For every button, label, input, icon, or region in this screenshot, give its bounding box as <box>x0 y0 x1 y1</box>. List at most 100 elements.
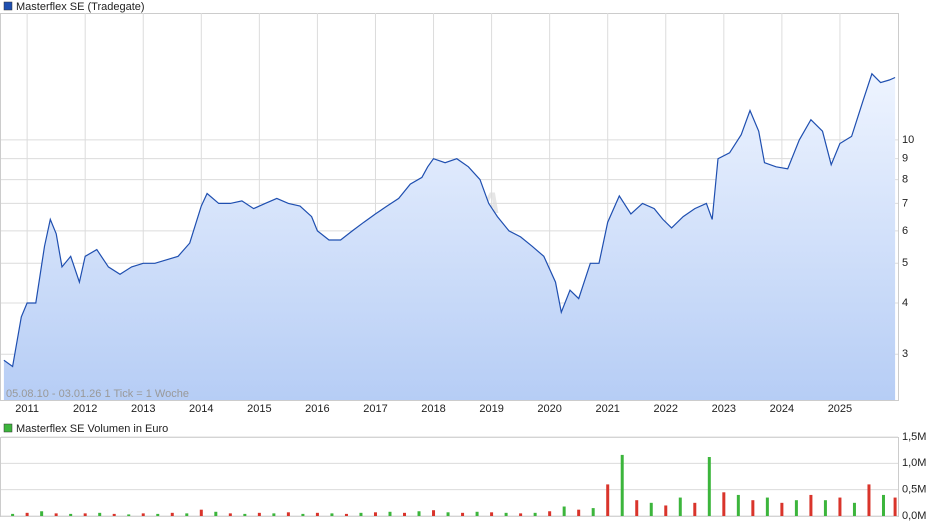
volume-bar <box>403 512 407 516</box>
y-tick-label: 6 <box>902 225 908 237</box>
volume-bar <box>794 500 798 516</box>
volume-bar <box>664 505 668 516</box>
x-tick-label: 2017 <box>363 403 387 415</box>
volume-bar <box>141 513 145 516</box>
y-tick-label: 1,0M <box>902 457 926 469</box>
volume-bar <box>519 513 523 516</box>
volume-bar <box>809 494 813 516</box>
marks: 2011 2012 2013 2014 2015 2016 2017 2018 2019 2020… <box>1 13 926 522</box>
volume-bar <box>722 492 726 516</box>
volume-bar <box>751 500 755 516</box>
volume-bar <box>388 511 392 516</box>
volume-bar <box>736 494 740 516</box>
volume-bar <box>127 514 131 516</box>
x-tick-label: 2020 <box>537 403 561 415</box>
y-tick-label: 0,0M <box>902 510 926 522</box>
volume-bar <box>54 513 58 516</box>
volume-bar <box>823 500 827 516</box>
volume-bar <box>693 502 697 516</box>
y-tick-label: 5 <box>902 257 908 269</box>
volume-bar <box>649 502 653 516</box>
volume-bar <box>69 513 73 516</box>
volume-bar <box>185 513 189 516</box>
volume-bar <box>893 497 897 516</box>
volume-bar <box>272 513 276 516</box>
volume-bar <box>214 511 218 516</box>
volume-bar <box>635 500 639 516</box>
x-tick-label: 2015 <box>247 403 271 415</box>
plot-frame <box>0 437 899 517</box>
y-tick-label: 8 <box>902 174 908 186</box>
volume-bar <box>301 513 305 516</box>
volume-bar <box>678 497 682 516</box>
volume-bar <box>446 512 450 516</box>
y-tick-label: 9 <box>902 153 908 165</box>
volume-bar <box>170 512 174 516</box>
plot-frame <box>0 13 899 401</box>
volume-bar <box>432 510 436 516</box>
x-tick-label: 2011 <box>15 403 39 415</box>
y-tick-label: 4 <box>902 297 908 309</box>
volume-bar <box>504 512 508 516</box>
volume-bar <box>591 508 595 516</box>
legend-swatch <box>3 423 13 433</box>
volume-bar <box>156 513 160 516</box>
volume-bar <box>199 509 203 516</box>
y-tick-label: 10 <box>902 134 914 146</box>
volume-bar <box>548 511 552 516</box>
x-tick-label: 2014 <box>189 403 213 415</box>
volume-bar <box>461 512 465 516</box>
y-tick-label: 7 <box>902 197 908 209</box>
x-tick-label: 2024 <box>770 403 794 415</box>
price-area <box>3 73 896 401</box>
y-tick-label: 1,5M <box>902 431 926 443</box>
volume-bar <box>490 512 494 516</box>
y-tick-label: 0,5M <box>902 484 926 496</box>
volume-bar <box>417 511 421 516</box>
volume-bar <box>562 506 566 516</box>
x-tick-label: 2019 <box>479 403 503 415</box>
volume-bar <box>867 484 871 516</box>
volume-bar <box>359 512 363 516</box>
volume-bar <box>112 513 116 516</box>
volume-bar <box>707 457 711 516</box>
chart-title: Masterflex SE (Tradegate) <box>16 1 145 13</box>
volume-bar <box>577 509 581 516</box>
volume-bar <box>40 511 44 516</box>
volume-bar <box>243 513 247 516</box>
volume-bar <box>228 513 232 516</box>
date-range-note: 05.08.10 - 03.01.26 1 Tick = 1 Woche <box>6 388 189 400</box>
volume-bar <box>881 494 885 516</box>
x-tick-label: 2012 <box>73 403 97 415</box>
chart-title: Masterflex SE Volumen in Euro <box>16 423 168 435</box>
volume-bar <box>257 512 261 516</box>
x-tick-label: 2023 <box>712 403 736 415</box>
volume-bar <box>286 512 290 516</box>
x-tick-label: 2025 <box>828 403 852 415</box>
volume-bar <box>315 512 319 516</box>
volume-bar <box>373 512 377 516</box>
volume-bar <box>838 497 842 516</box>
x-tick-label: 2021 <box>595 403 619 415</box>
price-line <box>3 72 896 368</box>
volume-bar <box>83 513 87 516</box>
x-tick-label: 2013 <box>131 403 155 415</box>
volume-bar <box>852 502 856 516</box>
volume-bar <box>25 512 29 516</box>
x-tick-label: 2022 <box>654 403 678 415</box>
volume-bar <box>780 502 784 516</box>
y-tick-label: 3 <box>902 348 908 360</box>
volume-bar <box>98 512 102 516</box>
volume-bar <box>330 513 334 516</box>
volume-bar <box>606 484 610 516</box>
volume-bar <box>620 454 624 516</box>
x-tick-label: 2018 <box>421 403 445 415</box>
legend-swatch <box>3 1 13 11</box>
x-tick-label: 2016 <box>305 403 329 415</box>
volume-bar <box>765 497 769 516</box>
volume-bar <box>533 512 537 516</box>
volume-bar <box>344 513 348 516</box>
volume-bar <box>475 511 479 516</box>
volume-bar <box>11 513 15 516</box>
